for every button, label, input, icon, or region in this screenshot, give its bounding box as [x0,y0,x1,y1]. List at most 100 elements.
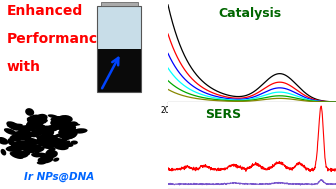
Ellipse shape [34,124,45,131]
Ellipse shape [27,116,43,123]
Ellipse shape [18,140,32,147]
Ellipse shape [18,128,29,134]
Ellipse shape [55,138,65,142]
Ellipse shape [47,125,58,131]
Ellipse shape [37,135,47,143]
Ellipse shape [20,131,29,138]
Ellipse shape [38,129,47,134]
Ellipse shape [57,115,73,123]
Ellipse shape [42,133,53,139]
Ellipse shape [46,150,58,158]
Ellipse shape [27,132,38,136]
Ellipse shape [10,134,23,142]
Ellipse shape [38,156,53,163]
Ellipse shape [33,123,45,131]
Ellipse shape [61,123,76,132]
Ellipse shape [19,132,32,140]
Ellipse shape [30,132,42,137]
Ellipse shape [11,140,26,148]
Ellipse shape [37,140,49,147]
Ellipse shape [69,121,78,126]
Ellipse shape [28,140,39,144]
Ellipse shape [36,124,42,134]
Bar [97,6,141,49]
Ellipse shape [53,142,69,150]
Ellipse shape [61,135,70,142]
Ellipse shape [25,125,37,131]
Ellipse shape [13,148,21,154]
Ellipse shape [59,131,72,138]
Ellipse shape [10,146,17,150]
Ellipse shape [64,141,70,146]
Bar [101,2,138,6]
Ellipse shape [58,129,70,135]
Text: Ir NPs@DNA: Ir NPs@DNA [24,172,94,182]
Ellipse shape [29,128,43,135]
Ellipse shape [19,141,36,150]
Ellipse shape [25,138,33,143]
Ellipse shape [65,128,78,135]
Ellipse shape [33,141,39,145]
Ellipse shape [48,138,56,143]
Ellipse shape [61,128,75,135]
Ellipse shape [48,140,57,147]
Ellipse shape [53,122,65,130]
Ellipse shape [34,124,46,130]
Ellipse shape [37,161,46,165]
Ellipse shape [40,138,50,143]
Ellipse shape [0,137,8,145]
Ellipse shape [22,147,32,152]
Ellipse shape [30,119,43,127]
Ellipse shape [24,138,38,143]
Ellipse shape [63,135,76,140]
Ellipse shape [42,135,52,141]
Ellipse shape [23,125,33,130]
Text: Catalysis: Catalysis [218,7,282,20]
Text: with: with [7,60,41,74]
Ellipse shape [42,127,54,137]
Ellipse shape [37,153,50,158]
Ellipse shape [36,114,48,121]
Ellipse shape [35,115,45,125]
Ellipse shape [7,124,23,127]
Bar [97,6,141,92]
Ellipse shape [38,139,52,145]
Ellipse shape [53,116,62,121]
Ellipse shape [53,158,59,162]
Ellipse shape [61,142,71,147]
Ellipse shape [36,122,42,129]
Ellipse shape [36,117,46,122]
Ellipse shape [6,121,21,131]
Ellipse shape [13,131,33,136]
Ellipse shape [42,142,55,149]
Ellipse shape [63,129,73,138]
Ellipse shape [7,138,15,146]
Bar [97,49,141,92]
Ellipse shape [36,128,48,134]
Ellipse shape [19,128,25,132]
Text: SERS: SERS [205,108,241,121]
Ellipse shape [4,128,16,135]
Ellipse shape [22,145,31,150]
Ellipse shape [45,135,58,141]
Ellipse shape [41,133,48,137]
Ellipse shape [50,116,67,123]
Ellipse shape [25,144,41,153]
Ellipse shape [61,122,80,126]
Ellipse shape [24,147,30,155]
Ellipse shape [63,120,71,127]
Ellipse shape [28,148,37,153]
Ellipse shape [35,144,42,154]
Ellipse shape [61,128,74,131]
Ellipse shape [26,121,42,128]
Ellipse shape [14,136,22,141]
Ellipse shape [27,118,39,127]
Ellipse shape [35,146,45,152]
Ellipse shape [9,135,25,139]
Ellipse shape [70,140,78,145]
Ellipse shape [73,128,88,134]
Ellipse shape [6,145,25,152]
Text: Enhanced: Enhanced [7,4,83,18]
Ellipse shape [50,119,67,128]
Ellipse shape [52,140,70,146]
